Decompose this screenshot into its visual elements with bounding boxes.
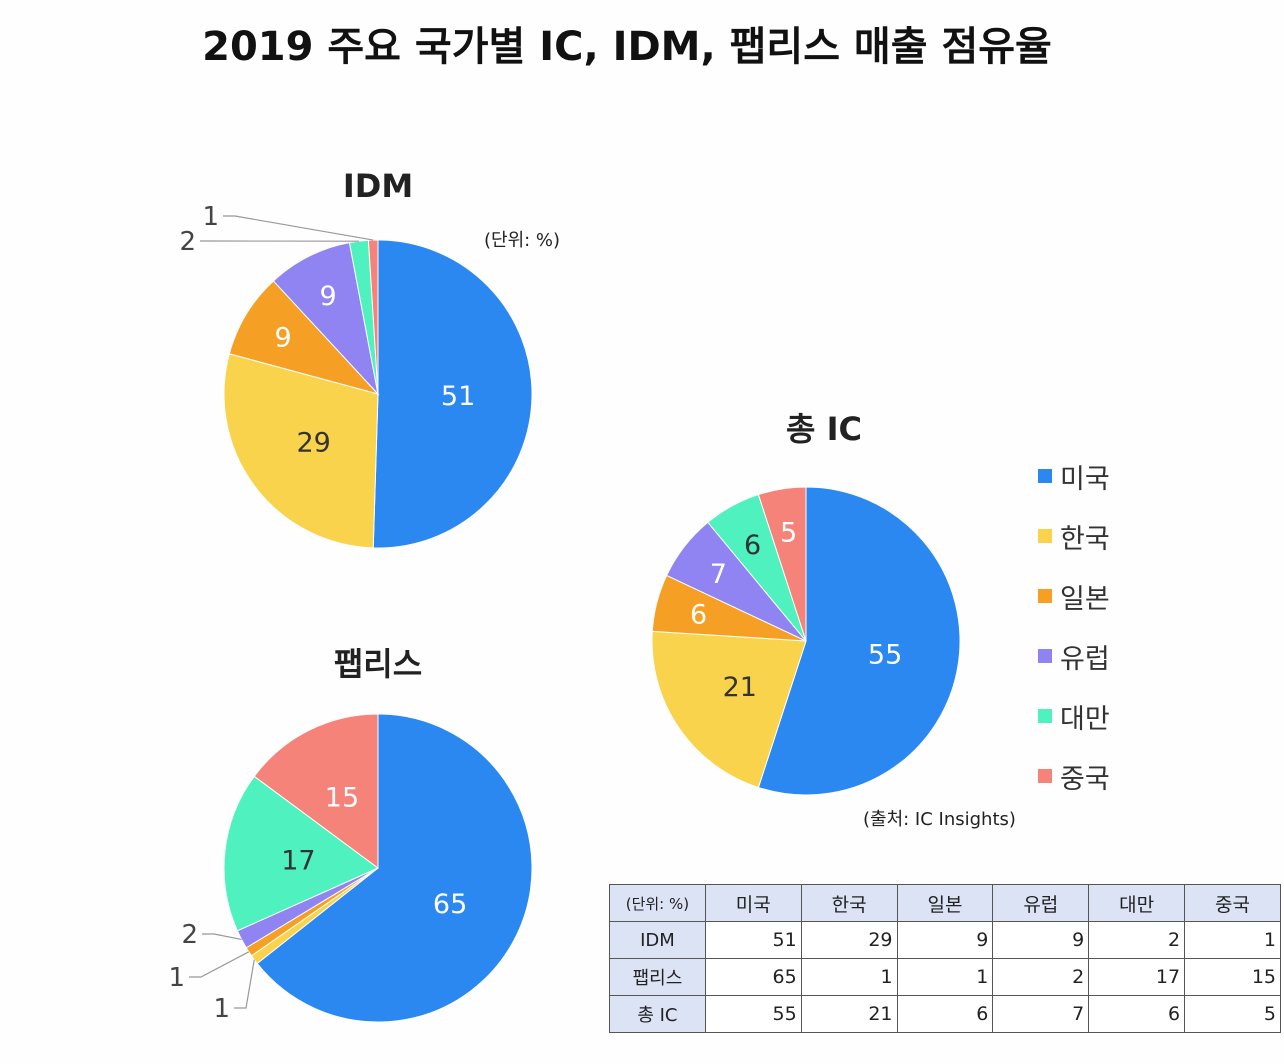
- table-row: 팹리스 65 1 1 2 17 15: [609, 958, 1281, 996]
- legend-label: 유럽: [1060, 643, 1110, 675]
- pie-slice-korea: [651, 630, 807, 789]
- legend-item-europe: 유럽: [1038, 636, 1110, 676]
- unit-note: (단위: %): [484, 230, 560, 251]
- legend-swatch: [1038, 649, 1052, 663]
- table-cell: 51: [704, 921, 802, 959]
- pie-title-idm: IDM: [343, 167, 413, 205]
- table-col-header: 대만: [1088, 884, 1186, 922]
- data-label-japan: 6: [690, 599, 707, 630]
- legend-swatch: [1038, 769, 1052, 783]
- table-cell: 9: [896, 921, 994, 959]
- data-label-china: 1: [202, 202, 219, 232]
- data-label-china: 15: [325, 782, 359, 813]
- data-label-europe: 2: [181, 920, 198, 950]
- chart-title: 2019 주요 국가별 IC, IDM, 팹리스 매출 점유율: [202, 24, 1052, 70]
- data-label-china: 5: [780, 517, 797, 548]
- data-label-korea: 29: [296, 428, 330, 459]
- legend-label: 대만: [1060, 703, 1110, 735]
- leader-line: [189, 951, 250, 978]
- legend-item-taiwan: 대만: [1038, 696, 1110, 736]
- table-cell: 1: [800, 958, 898, 996]
- table-cell: 65: [704, 958, 802, 996]
- source-note: (출처: IC Insights): [863, 809, 1016, 830]
- pie-slice-china: [757, 486, 807, 642]
- table-cell: 7: [992, 995, 1090, 1033]
- pie-slice-us: [256, 713, 533, 1023]
- table-cell: 6: [1088, 995, 1186, 1033]
- table-col-header: 유럽: [992, 884, 1090, 922]
- data-label-japan: 9: [275, 323, 292, 354]
- pie-title-total-ic: 총 IC: [786, 410, 862, 448]
- legend-swatch: [1038, 589, 1052, 603]
- legend-swatch: [1038, 529, 1052, 543]
- table-col-header: 한국: [800, 884, 898, 922]
- table-cell: 55: [704, 995, 802, 1033]
- pie-slice-china: [253, 713, 379, 869]
- legend-item-japan: 일본: [1038, 576, 1110, 616]
- table-cell: 5: [1184, 995, 1281, 1033]
- legend-label: 중국: [1060, 763, 1110, 795]
- table-header-row: (단위: %) 미국 한국 일본 유럽 대만 중국: [609, 884, 1281, 922]
- data-label-us: 65: [433, 889, 467, 920]
- table-cell: 2: [1088, 921, 1186, 959]
- table-cell: 6: [896, 995, 994, 1033]
- data-label-korea: 21: [723, 672, 757, 703]
- data-label-japan: 1: [168, 963, 185, 993]
- pie-slice-japan: [228, 280, 380, 395]
- pie-slice-china: [367, 239, 379, 395]
- data-label-taiwan: 17: [281, 845, 315, 876]
- legend-label: 일본: [1060, 583, 1110, 615]
- table-col-header: 일본: [896, 884, 994, 922]
- table-cell: 1: [1184, 921, 1281, 959]
- table-row: IDM 51 29 9 9 2 1: [609, 921, 1281, 959]
- legend-swatch: [1038, 709, 1052, 723]
- pie-slice-taiwan: [223, 775, 379, 932]
- table-cell: 21: [800, 995, 898, 1033]
- table-cell: 17: [1088, 958, 1186, 996]
- table-col-header: 중국: [1184, 884, 1281, 922]
- table-row-header: IDM: [609, 921, 706, 959]
- pie-slice-europe: [272, 242, 379, 396]
- pie-fabless: 팹리스 65 11 2 17 15: [168, 645, 533, 1024]
- table-cell: 2: [992, 958, 1090, 996]
- pie-slice-us: [372, 239, 533, 549]
- leader-line: [223, 215, 374, 241]
- table-cell: 1: [896, 958, 994, 996]
- legend-swatch: [1038, 469, 1052, 483]
- pie-title-fabless: 팹리스: [334, 645, 422, 683]
- data-table: (단위: %) 미국 한국 일본 유럽 대만 중국 IDM 51 29 9 9 …: [609, 884, 1281, 1033]
- data-label-europe: 9: [320, 281, 337, 312]
- legend-label: 미국: [1060, 463, 1110, 495]
- data-label-taiwan: 6: [744, 530, 761, 561]
- data-label-us: 51: [441, 381, 475, 412]
- legend-item-us: 미국: [1038, 456, 1110, 496]
- table-cell: 15: [1184, 958, 1281, 996]
- pie-slice-korea: [223, 353, 379, 549]
- table-unit-header: (단위: %): [609, 884, 706, 922]
- table-cell: 9: [992, 921, 1090, 959]
- legend-item-korea: 한국: [1038, 516, 1110, 556]
- table-col-header: 미국: [704, 884, 802, 922]
- legend-item-china: 중국: [1038, 756, 1110, 796]
- pie-idm: IDM 51 29 99 21: [179, 167, 533, 549]
- leader-line: [202, 933, 242, 940]
- data-label-us: 55: [868, 640, 902, 671]
- data-label-europe: 7: [710, 559, 727, 590]
- data-label-korea: 1: [213, 994, 230, 1024]
- leader-line: [234, 959, 255, 1009]
- table-cell: 29: [800, 921, 898, 959]
- table-row-header: 총 IC: [609, 995, 706, 1033]
- legend-label: 한국: [1060, 523, 1110, 555]
- data-label-taiwan: 2: [179, 227, 196, 257]
- table-row: 총 IC 55 21 6 7 6 5: [609, 995, 1281, 1033]
- table-row-header: 팹리스: [609, 958, 706, 996]
- pie-slice-us: [757, 486, 961, 796]
